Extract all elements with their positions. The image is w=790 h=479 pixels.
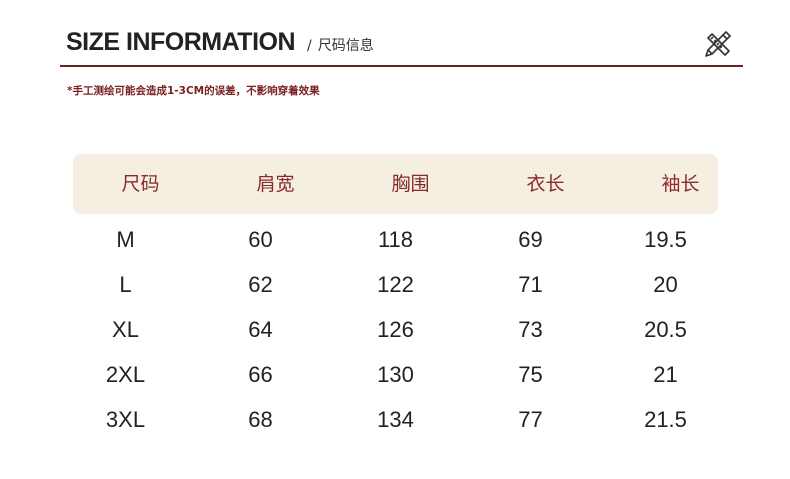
- table-cell: 20.5: [644, 317, 687, 342]
- table-cell: 62: [248, 272, 273, 297]
- table-cell: 75: [518, 362, 543, 387]
- table-cell: 126: [377, 317, 414, 342]
- table-header: 尺码 肩宽 胸围 衣长 袖长: [73, 154, 718, 214]
- table-cell: 19.5: [644, 227, 687, 252]
- table-row: M 60 118 69 19.5: [58, 225, 733, 255]
- column-header: 衣长: [526, 173, 565, 195]
- table-row: 2XL 66 130 75 21: [58, 360, 733, 390]
- table-cell: 2XL: [105, 362, 146, 387]
- measurement-note: *手工测绘可能会造成1-3CM的误差，不影响穿着效果: [67, 85, 320, 97]
- table-cell: XL: [112, 317, 139, 342]
- column-header: 尺码: [121, 173, 160, 195]
- table-row: 3XL 68 134 77 21.5: [58, 405, 733, 435]
- table-cell: 64: [248, 317, 273, 342]
- column-header: 胸围: [391, 173, 430, 195]
- table-cell: 134: [377, 407, 414, 432]
- page-title: SIZE INFORMATION / 尺码信息: [66, 28, 374, 57]
- header-divider: [60, 65, 743, 67]
- table-cell: 21: [653, 362, 678, 387]
- title-chinese: 尺码信息: [317, 38, 374, 54]
- table-cell: M: [116, 227, 135, 252]
- table-row: L 62 122 71 20: [58, 270, 733, 300]
- table-cell: 130: [377, 362, 414, 387]
- pencil-ruler-icon: [705, 31, 731, 57]
- table-cell: 73: [518, 317, 543, 342]
- title-english: SIZE INFORMATION: [66, 28, 296, 56]
- table-cell: 77: [518, 407, 543, 432]
- table-row: XL 64 126 73 20.5: [58, 315, 733, 345]
- table-cell: 71: [518, 272, 543, 297]
- table-cell: 60: [248, 227, 273, 252]
- table-cell: L: [119, 272, 132, 297]
- table-cell: 69: [518, 227, 543, 252]
- table-cell: 118: [377, 227, 414, 252]
- table-cell: 3XL: [105, 407, 146, 432]
- title-separator: /: [307, 38, 312, 54]
- column-header: 袖长: [661, 173, 700, 195]
- table-cell: 20: [653, 272, 678, 297]
- table-cell: 21.5: [644, 407, 687, 432]
- column-header: 肩宽: [256, 173, 295, 195]
- table-cell: 122: [377, 272, 414, 297]
- table-cell: 66: [248, 362, 273, 387]
- table-cell: 68: [248, 407, 273, 432]
